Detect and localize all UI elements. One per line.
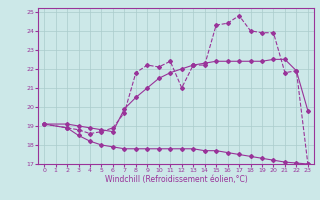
- X-axis label: Windchill (Refroidissement éolien,°C): Windchill (Refroidissement éolien,°C): [105, 175, 247, 184]
